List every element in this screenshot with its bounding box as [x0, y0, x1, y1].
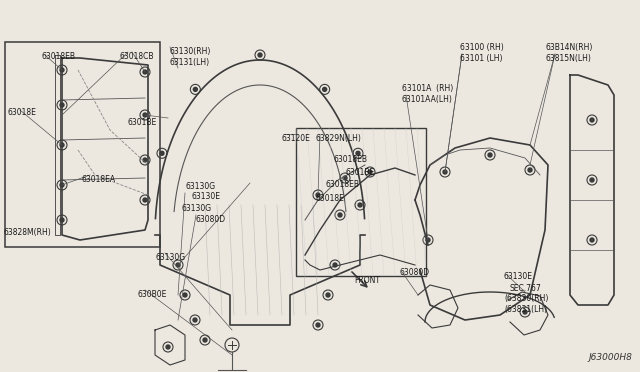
Text: 63131(LH): 63131(LH) — [170, 58, 210, 67]
Circle shape — [443, 170, 447, 174]
Text: 63130G: 63130G — [186, 182, 216, 191]
Circle shape — [356, 151, 360, 155]
Circle shape — [528, 168, 532, 172]
Text: 63018CB: 63018CB — [120, 52, 154, 61]
Text: 63130G: 63130G — [181, 204, 211, 213]
Circle shape — [323, 87, 326, 92]
Text: (63831(LH): (63831(LH) — [504, 305, 547, 314]
Text: 63120E: 63120E — [282, 134, 311, 143]
Text: 63B14N(RH): 63B14N(RH) — [545, 43, 593, 52]
Text: 63018E: 63018E — [8, 108, 37, 117]
Text: SEC.767: SEC.767 — [510, 284, 541, 293]
Text: J63000H8: J63000H8 — [588, 353, 632, 362]
Circle shape — [333, 263, 337, 267]
Circle shape — [203, 338, 207, 342]
Circle shape — [316, 323, 320, 327]
Text: 63100 (RH): 63100 (RH) — [460, 43, 504, 52]
Circle shape — [160, 151, 164, 155]
Circle shape — [338, 213, 342, 217]
Circle shape — [166, 345, 170, 349]
Text: 63828M(RH): 63828M(RH) — [4, 228, 52, 237]
Bar — [5, 42, 160, 247]
Circle shape — [143, 158, 147, 162]
Circle shape — [60, 183, 64, 187]
Text: FRONT: FRONT — [354, 276, 380, 285]
Circle shape — [590, 118, 594, 122]
Text: 63080D: 63080D — [196, 215, 226, 224]
Text: 63018EB: 63018EB — [325, 180, 359, 189]
Circle shape — [143, 198, 147, 202]
Circle shape — [590, 178, 594, 182]
Text: 63815N(LH): 63815N(LH) — [545, 54, 591, 63]
Circle shape — [523, 310, 527, 314]
Text: (63830(RH): (63830(RH) — [504, 294, 548, 303]
Circle shape — [316, 193, 320, 197]
Text: 6301BE: 6301BE — [346, 168, 375, 177]
Bar — [296, 128, 426, 276]
Circle shape — [258, 53, 262, 57]
Text: 63018EB: 63018EB — [334, 155, 368, 164]
Text: 630B0E: 630B0E — [137, 290, 166, 299]
Circle shape — [60, 68, 64, 72]
Text: 63130E: 63130E — [504, 272, 533, 281]
Circle shape — [488, 153, 492, 157]
Text: 63101AA(LH): 63101AA(LH) — [402, 95, 453, 104]
Circle shape — [590, 238, 594, 242]
Text: 6301BE: 6301BE — [128, 118, 157, 127]
Text: 63018EB: 63018EB — [42, 52, 76, 61]
Circle shape — [358, 203, 362, 207]
Text: 63101A  (RH): 63101A (RH) — [402, 84, 453, 93]
Text: 63018E: 63018E — [315, 194, 344, 203]
Circle shape — [60, 103, 64, 107]
Text: 63018EA: 63018EA — [82, 175, 116, 184]
Text: 63080D: 63080D — [400, 268, 430, 277]
Circle shape — [183, 293, 187, 297]
Circle shape — [193, 87, 197, 92]
Circle shape — [343, 176, 347, 180]
Circle shape — [60, 143, 64, 147]
Text: 63829N(LH): 63829N(LH) — [316, 134, 362, 143]
Circle shape — [176, 263, 180, 267]
Text: 63130(RH): 63130(RH) — [170, 47, 211, 56]
Circle shape — [368, 170, 372, 174]
Circle shape — [326, 293, 330, 297]
Circle shape — [426, 238, 430, 242]
Circle shape — [193, 318, 197, 322]
Text: 63130E: 63130E — [192, 192, 221, 201]
Text: 63130G: 63130G — [155, 253, 185, 262]
Circle shape — [143, 113, 147, 117]
Text: 63101 (LH): 63101 (LH) — [460, 54, 502, 63]
Circle shape — [143, 70, 147, 74]
Circle shape — [60, 218, 64, 222]
